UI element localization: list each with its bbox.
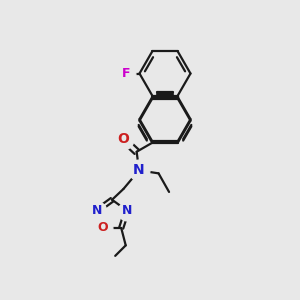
Text: F: F (122, 67, 130, 80)
Text: N: N (122, 204, 132, 217)
Text: O: O (98, 221, 108, 235)
Text: N: N (133, 164, 145, 177)
Text: N: N (92, 204, 102, 217)
Text: O: O (117, 132, 129, 146)
